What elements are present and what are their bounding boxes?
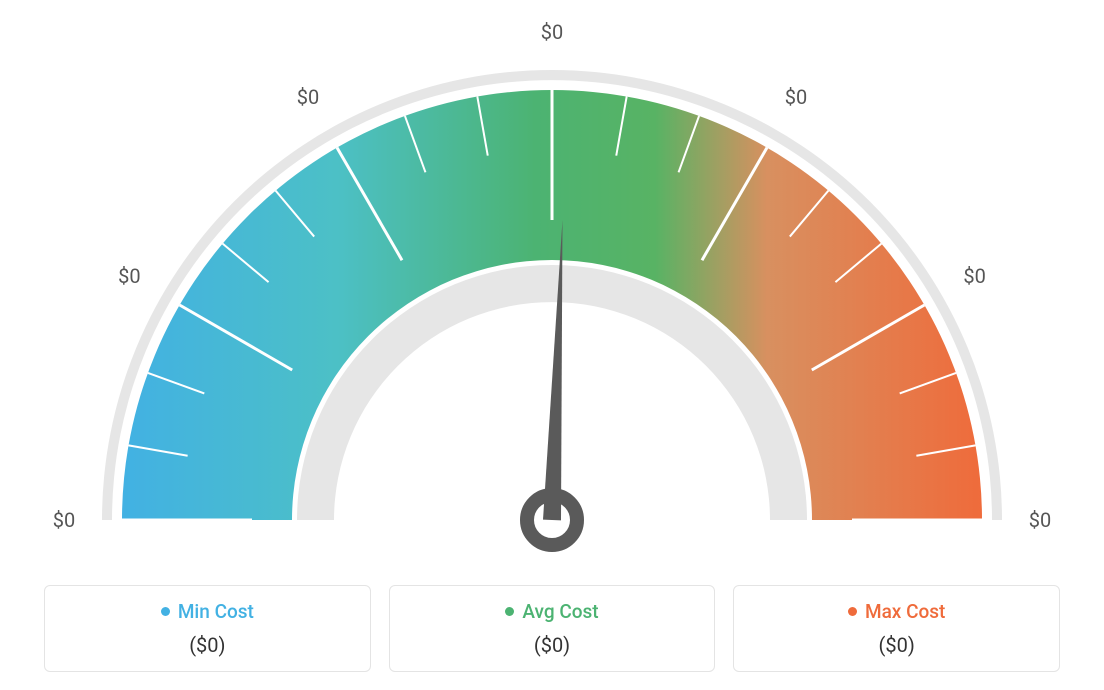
legend-dot-max [848,607,857,616]
legend-value-min: ($0) [55,633,360,657]
gauge-tick-label: $0 [297,85,319,109]
gauge-tick-label: $0 [53,508,75,532]
gauge-area: $0 $0 $0 $0 $0 $0 $0 [0,0,1104,570]
legend-title-min: Min Cost [161,600,254,623]
legend-card-min: Min Cost ($0) [44,585,371,672]
legend-label-avg: Avg Cost [522,600,598,623]
gauge-tick-label: $0 [785,85,807,109]
legend-row: Min Cost ($0) Avg Cost ($0) Max Cost ($0… [0,585,1104,672]
legend-card-avg: Avg Cost ($0) [389,585,716,672]
gauge-tick-label: $0 [1029,508,1051,532]
gauge-tick-label: $0 [541,20,563,44]
legend-label-max: Max Cost [865,600,945,623]
gauge-tick-label: $0 [118,264,140,288]
legend-title-max: Max Cost [848,600,945,623]
gauge-svg [42,10,1062,570]
legend-label-min: Min Cost [178,600,254,623]
legend-card-max: Max Cost ($0) [733,585,1060,672]
legend-dot-avg [505,607,514,616]
legend-value-avg: ($0) [400,633,705,657]
legend-value-max: ($0) [744,633,1049,657]
gauge-tick-label: $0 [963,264,985,288]
cost-gauge-container: $0 $0 $0 $0 $0 $0 $0 Min Cost ($0) Avg Cost ($… [0,0,1104,690]
legend-dot-min [161,607,170,616]
legend-title-avg: Avg Cost [505,600,598,623]
